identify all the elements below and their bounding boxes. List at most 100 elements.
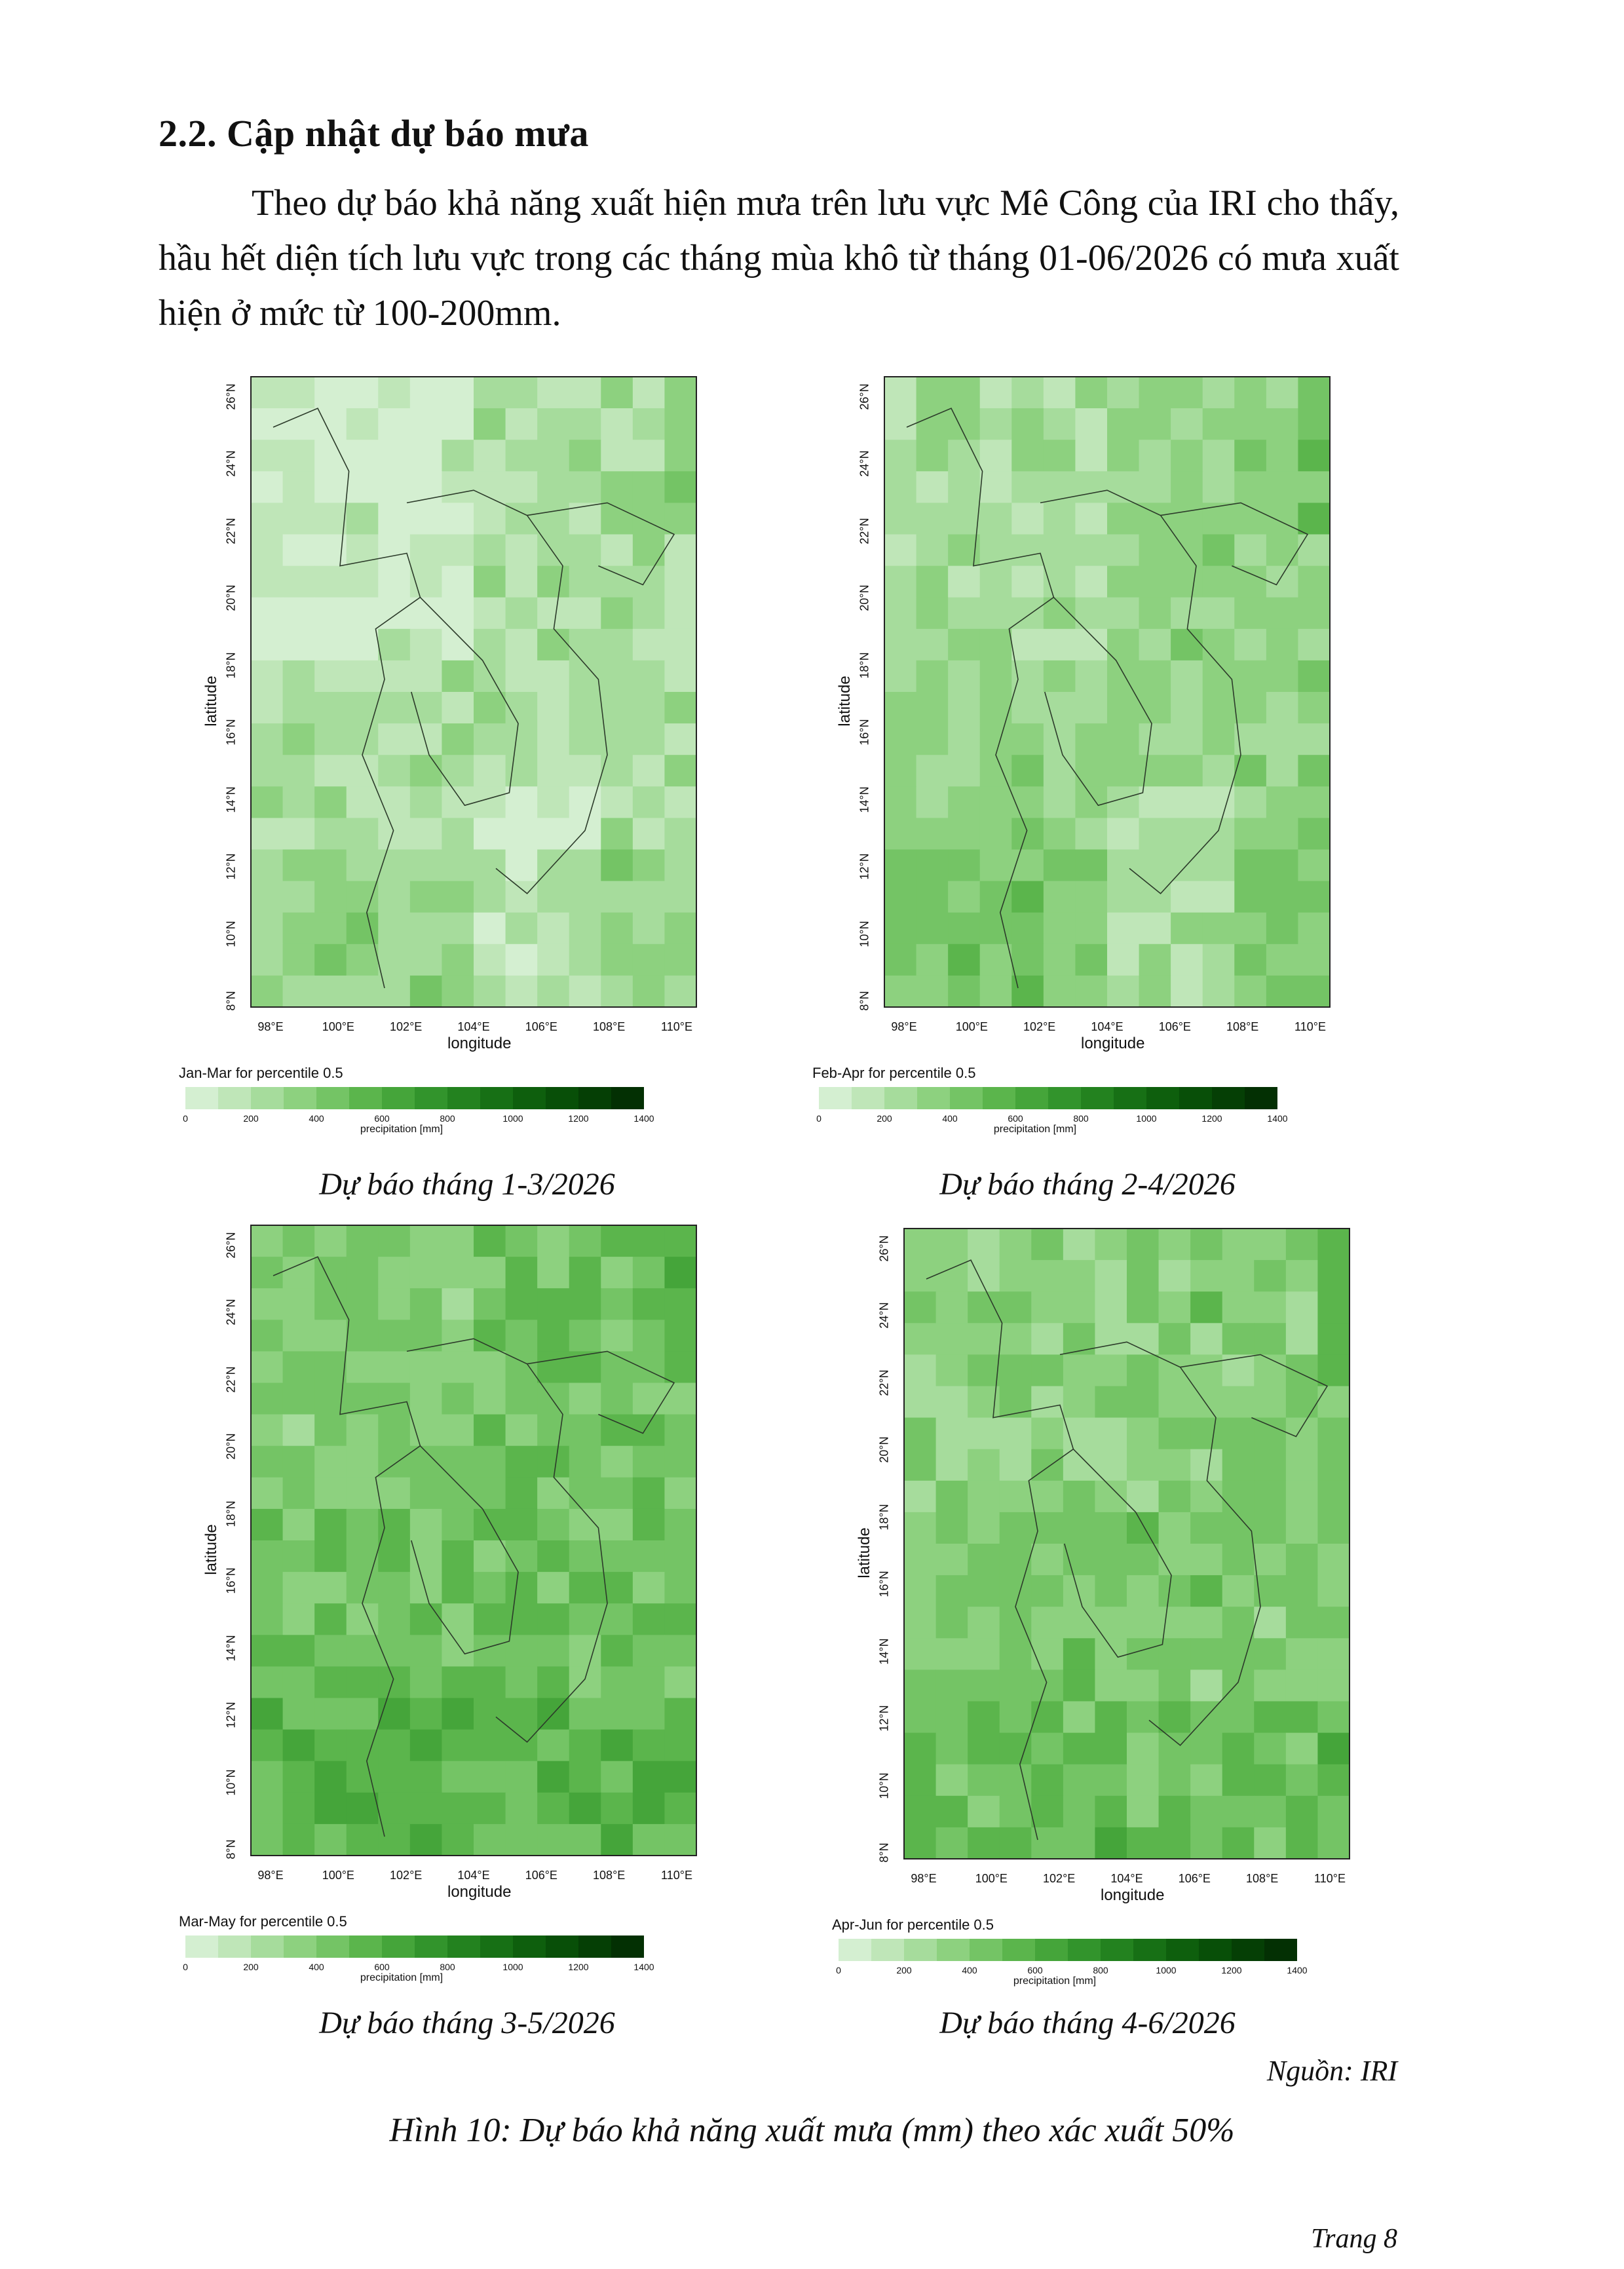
precip-cell (1171, 565, 1203, 598)
precip-cell (916, 660, 949, 693)
precip-cell (505, 849, 538, 882)
colorbar-tick-label: 800 (440, 1113, 455, 1124)
precip-cell (314, 818, 347, 850)
period-label: Jan-Mar for percentile 0.5 (179, 1065, 343, 1081)
precip-cell (442, 503, 474, 535)
precip-cell (1011, 944, 1044, 976)
precip-cell (409, 660, 443, 693)
precip-cell (1158, 1480, 1191, 1513)
precip-cell (1139, 723, 1171, 755)
precip-cell (999, 1229, 1032, 1261)
precip-cell (1031, 1764, 1064, 1797)
precip-cell (1285, 1512, 1319, 1544)
precip-cell (1139, 440, 1171, 472)
precip-cell (346, 660, 379, 693)
lat-tick-label: 18°N (858, 652, 871, 679)
precip-cell (474, 1540, 506, 1573)
lat-tick-label: 14°N (877, 1638, 891, 1665)
precip-cell (916, 628, 949, 661)
precip-cell (664, 692, 697, 724)
precip-cell (251, 755, 284, 787)
precip-cell (632, 565, 666, 598)
colorbar-swatch (513, 1935, 546, 1958)
precip-cell (474, 1414, 506, 1447)
precip-cell (601, 1666, 633, 1699)
colorbar-swatch (382, 1935, 415, 1958)
precip-cell (1043, 471, 1076, 503)
precip-cell (632, 1603, 666, 1635)
precip-cell (251, 1508, 284, 1541)
country-border (1044, 597, 1152, 807)
precip-cell (1298, 755, 1331, 787)
precip-cell (1107, 786, 1140, 818)
precip-cell (1139, 408, 1171, 440)
precip-cell (346, 408, 379, 440)
precip-cell (314, 1761, 347, 1793)
precip-cell (537, 1414, 570, 1447)
precip-cell (1031, 1795, 1064, 1828)
precip-cell (442, 1761, 474, 1793)
precip-cell (1266, 944, 1299, 976)
precip-cell (632, 1225, 666, 1257)
precip-cell (601, 1414, 633, 1447)
forecast-panel-jan-mar: 26°N 24°N 22°N 20°N 18°N 16°N 14°N 12°N 10°N 8°N 9… (176, 367, 765, 1219)
precip-cell (346, 723, 379, 755)
precip-cell (1317, 1764, 1350, 1797)
precip-cell (884, 755, 917, 787)
precip-cell (601, 1729, 633, 1762)
precip-cell (378, 534, 411, 567)
precip-cell (1285, 1669, 1319, 1702)
lat-tick-label: 8°N (224, 1839, 238, 1859)
precip-cell (282, 723, 315, 755)
precip-cell (442, 1414, 474, 1447)
precip-cell (282, 786, 315, 818)
precip-cell (1031, 1701, 1064, 1734)
precip-cell (1158, 1323, 1191, 1355)
lon-tick-label: 100°E (955, 1020, 988, 1033)
precip-cell (1011, 408, 1044, 440)
precip-cell (505, 628, 538, 661)
precip-cell (251, 849, 284, 882)
precip-cell (601, 912, 633, 945)
precip-cell (442, 1792, 474, 1825)
precip-cell (1202, 975, 1235, 1008)
precip-cell (378, 1382, 411, 1415)
precip-cell (1234, 597, 1267, 630)
country-border (527, 502, 675, 586)
precip-cell (601, 755, 633, 787)
precip-cell (282, 597, 315, 630)
precip-cell (1063, 1386, 1096, 1419)
precip-cell (904, 1354, 937, 1387)
precip-cell (1075, 786, 1108, 818)
precip-cell (314, 1729, 347, 1762)
colorbar-tick-label: 1400 (1287, 1965, 1308, 1975)
precip-cell (1127, 1795, 1160, 1828)
precip-cell (251, 692, 284, 724)
precip-cell (916, 377, 949, 409)
precip-cell (601, 944, 633, 976)
precip-cell (904, 1732, 937, 1765)
precip-cell (979, 440, 1012, 472)
precip-cell (251, 1540, 284, 1573)
precip-cell (442, 1225, 474, 1257)
precip-cell (378, 786, 411, 818)
precip-cell (1075, 912, 1108, 945)
precip-cell (505, 1320, 538, 1352)
precip-cell (251, 1635, 284, 1667)
precip-cell (979, 723, 1012, 755)
precip-cell (378, 1635, 411, 1667)
precip-cell (632, 1382, 666, 1415)
precip-cell (474, 912, 506, 945)
lat-tick-label: 20°N (877, 1436, 891, 1463)
colorbar-tick-label: 1400 (1267, 1113, 1288, 1124)
precip-cell (505, 944, 538, 976)
precip-cell (1031, 1512, 1064, 1544)
precip-cell (346, 881, 379, 913)
precip-cell (474, 597, 506, 630)
precip-cell (1222, 1764, 1255, 1797)
precip-cell (601, 849, 633, 882)
precip-cell (664, 786, 697, 818)
lat-tick-label: 22°N (224, 1366, 238, 1393)
precip-cell (474, 1698, 506, 1730)
precip-cell (1317, 1607, 1350, 1639)
